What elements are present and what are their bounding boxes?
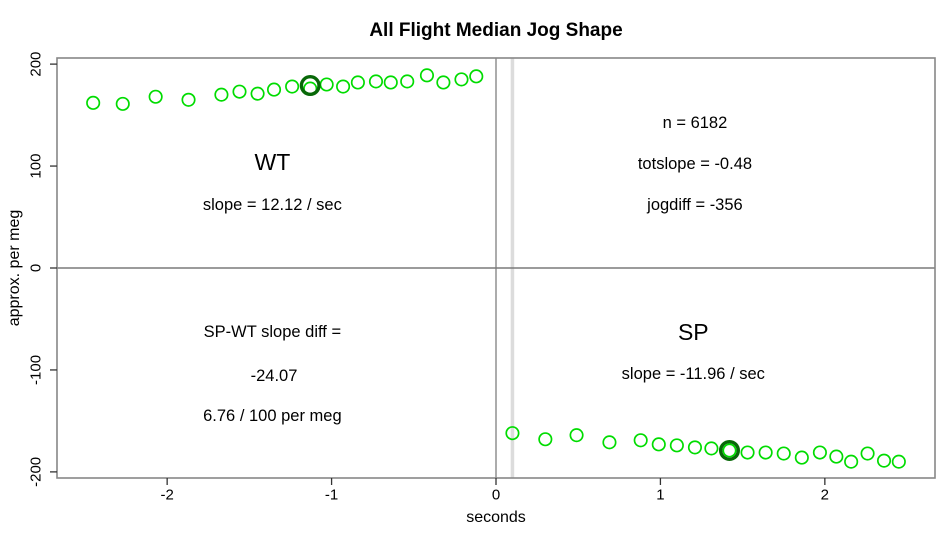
data-point-wt [86,95,101,110]
data-point-sp [740,445,755,460]
data-point-wt [419,68,434,83]
annotation-sp: SP [678,319,709,345]
y-tick-label: 200 [28,52,45,77]
data-point-wt [400,74,415,89]
x-tick-label: -2 [160,487,173,504]
x-tick-label: 2 [821,487,829,504]
data-point-sp [669,438,684,453]
data-point-wt [250,86,265,101]
x-tick-label: 1 [656,487,664,504]
data-point-sp [860,446,875,461]
data-point-sp [891,454,906,469]
data-point-sp [844,454,859,469]
annotation-n-6182: n = 6182 [663,114,728,132]
data-point-sp [776,446,791,461]
data-point-wt [214,87,229,102]
highlight-ring-sp [718,439,740,461]
data-point-wt [285,79,300,94]
data-point-wt [368,74,384,89]
data-point-sp [687,440,702,455]
data-point-sp [829,449,844,464]
data-point-sp [704,441,719,456]
data-point-wt [350,75,365,90]
data-point-sp [505,426,520,441]
data-point-sp [602,435,617,450]
data-point-sp [651,437,666,452]
data-point-sp [876,453,892,468]
data-point-wt [469,69,484,84]
annotation-sp-wt-slope-diff: SP-WT slope diff = [204,323,341,341]
annotation-6-76-100-per-meg: 6.76 / 100 per meg [203,407,342,425]
data-point-sp [538,432,553,447]
data-point-wt [148,89,163,104]
chart-title: All Flight Median Jog Shape [369,20,623,41]
x-tick-label: 0 [492,487,500,504]
data-point-wt [319,77,334,92]
annotation-slope-12-12-sec: slope = 12.12 / sec [203,196,342,214]
data-point-wt [454,72,469,87]
annotation-totslope-0-48: totslope = -0.48 [638,155,752,173]
data-point-sp [633,433,648,448]
y-tick-label: 100 [28,154,45,179]
x-axis-label: seconds [466,509,526,526]
annotation-24-07: -24.07 [251,367,298,385]
data-point-wt [266,82,282,97]
annotation-jogdiff-356: jogdiff = -356 [646,196,743,214]
data-point-wt [436,75,451,90]
data-point-sp [569,428,584,443]
y-tick-label: -100 [28,355,45,385]
data-point-sp [722,443,737,458]
data-point-wt [232,84,247,99]
annotation-slope-11-96-sec: slope = -11.96 / sec [622,365,765,383]
annotation-wt: WT [255,149,291,175]
y-tick-label: 0 [28,264,45,272]
data-point-wt [383,75,398,90]
data-point-sp [794,450,809,465]
x-tick-label: -1 [325,487,338,504]
data-point-sp [758,445,773,460]
y-tick-label: -200 [28,457,45,487]
highlight-ring-wt [299,75,321,97]
data-point-sp [812,445,827,460]
data-point-wt [181,92,196,107]
data-point-wt [115,96,130,111]
data-point-wt [336,79,351,94]
